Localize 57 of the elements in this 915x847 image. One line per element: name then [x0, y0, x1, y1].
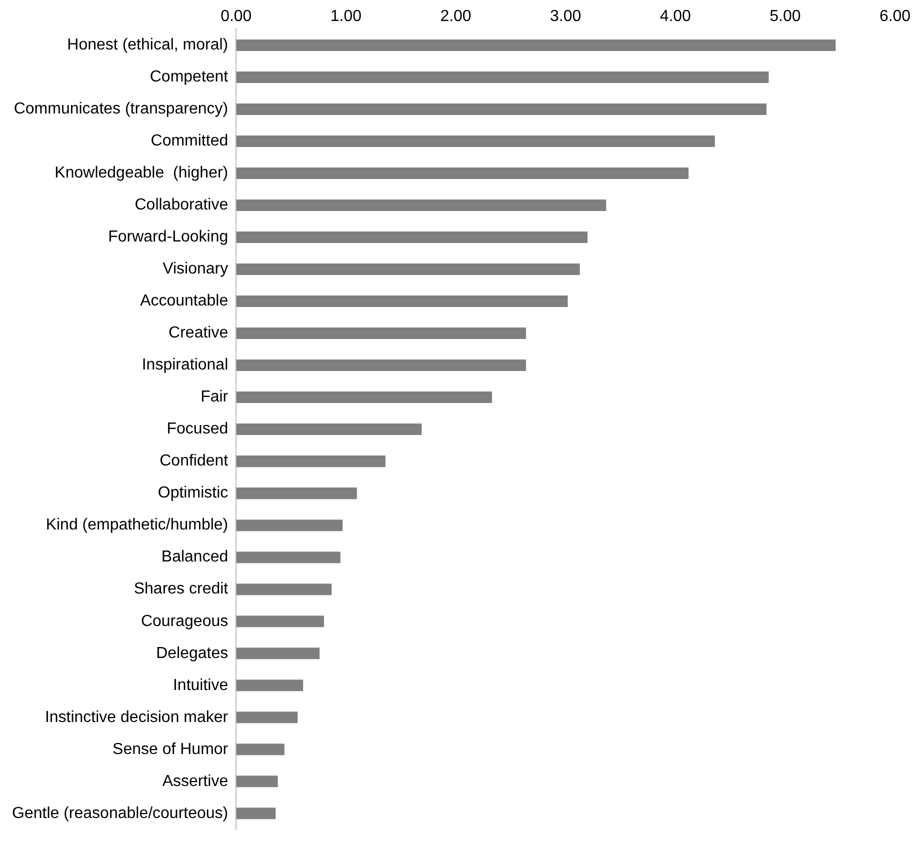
bar: [236, 808, 276, 820]
bar: [236, 712, 298, 724]
y-tick-label: Kind (empathetic/humble): [46, 516, 228, 534]
bar: [236, 264, 580, 276]
x-tick-label: 3.00: [550, 8, 582, 26]
y-tick-label: Confident: [160, 452, 229, 470]
bar: [236, 231, 588, 244]
bar: [236, 167, 689, 179]
y-tick-label: Intuitive: [172, 676, 228, 694]
y-tick-label: Inspirational: [142, 356, 228, 374]
bar: [236, 552, 340, 564]
y-tick-label: Assertive: [162, 772, 228, 790]
bar: [236, 424, 422, 436]
y-tick-label: Shares credit: [134, 580, 229, 598]
y-tick-label: Focused: [166, 420, 228, 438]
x-tick-label: 4.00: [660, 8, 692, 26]
x-tick-label: 0.00: [220, 8, 252, 26]
bar: [236, 135, 715, 147]
bar: [236, 776, 278, 788]
x-tick-label: 6.00: [879, 8, 911, 26]
bar: [236, 39, 836, 51]
y-tick-label: Sense of Humor: [112, 740, 229, 758]
y-tick-label: Instinctive decision maker: [44, 708, 229, 726]
y-tick-label: Knowledgeable (higher): [54, 164, 228, 182]
bar: [236, 360, 526, 372]
y-tick-label: Collaborative: [134, 196, 228, 214]
y-tick-label: Competent: [150, 68, 229, 86]
y-tick-label: Gentle (reasonable/courteous): [12, 804, 228, 822]
bar: [236, 616, 324, 628]
y-tick-label: Communicates (transparency): [14, 100, 228, 118]
y-tick-label: Visionary: [162, 260, 228, 278]
x-tick-label: 5.00: [770, 8, 801, 26]
bar: [236, 392, 492, 404]
bar: [236, 744, 284, 756]
bar: [236, 103, 767, 115]
bar: [236, 296, 568, 308]
x-tick-label: 2.00: [440, 8, 472, 26]
x-tick-label: 1.00: [330, 8, 362, 26]
bar: [236, 680, 304, 692]
bar: [236, 328, 526, 340]
bar: [236, 456, 386, 468]
bar: [236, 488, 357, 500]
y-tick-label: Courageous: [140, 612, 228, 630]
y-tick-label: Optimistic: [158, 484, 228, 502]
bar: [236, 584, 332, 596]
bar: [236, 520, 343, 532]
bar: [236, 199, 606, 212]
y-tick-label: Creative: [168, 324, 228, 342]
y-tick-label: Accountable: [140, 292, 228, 310]
bar: [236, 648, 320, 660]
y-tick-label: Honest (ethical, moral): [67, 36, 228, 54]
bar: [236, 71, 769, 83]
y-tick-label: Delegates: [156, 644, 228, 662]
y-tick-label: Balanced: [161, 548, 228, 566]
y-tick-label: Fair: [200, 388, 229, 406]
y-tick-label: Committed: [150, 132, 228, 150]
y-tick-label: Forward-Looking: [108, 228, 228, 246]
